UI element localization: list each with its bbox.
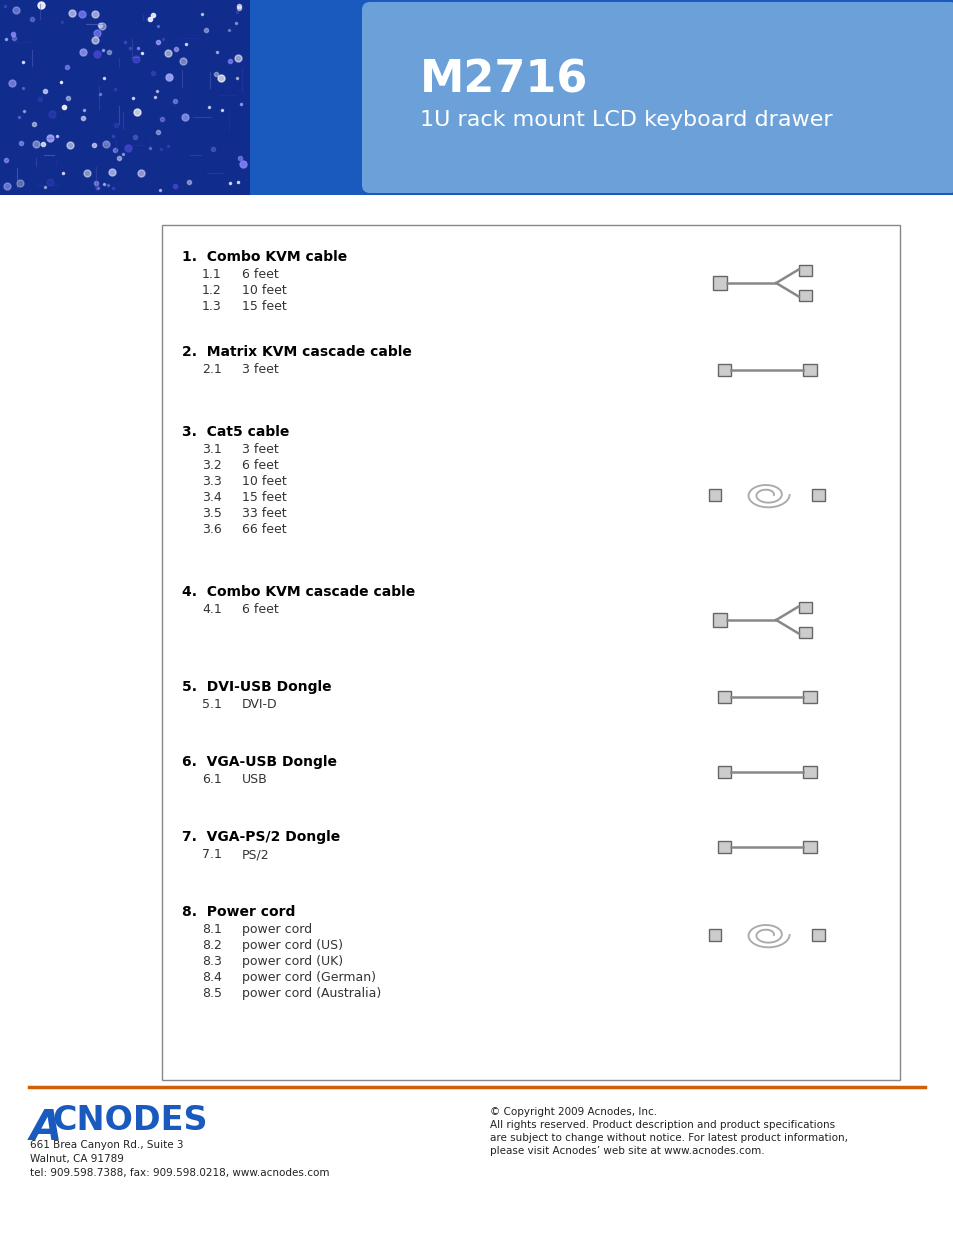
Text: 3.3: 3.3 xyxy=(202,475,221,488)
Text: 1.2: 1.2 xyxy=(202,284,221,296)
Text: PS/2: PS/2 xyxy=(242,848,270,861)
Bar xyxy=(717,690,730,703)
Bar xyxy=(713,613,726,627)
Text: 66 feet: 66 feet xyxy=(242,522,286,536)
Text: power cord (Australia): power cord (Australia) xyxy=(242,987,381,1000)
Text: 2.1: 2.1 xyxy=(202,363,221,375)
Text: 10 feet: 10 feet xyxy=(242,475,287,488)
Text: 6 feet: 6 feet xyxy=(242,459,278,472)
Text: USB: USB xyxy=(242,773,268,785)
Text: 3.4: 3.4 xyxy=(202,492,221,504)
Bar xyxy=(713,275,726,290)
Text: All rights reserved. Product description and product specifications: All rights reserved. Product description… xyxy=(490,1120,834,1130)
Text: 1U rack mount LCD keyboard drawer: 1U rack mount LCD keyboard drawer xyxy=(419,110,832,130)
Text: 6.  VGA-USB Dongle: 6. VGA-USB Dongle xyxy=(182,755,336,769)
Text: 8.  Power cord: 8. Power cord xyxy=(182,905,295,919)
Text: 1.1: 1.1 xyxy=(202,268,221,282)
Bar xyxy=(717,841,730,853)
Text: 33 feet: 33 feet xyxy=(242,508,286,520)
Text: 7.1: 7.1 xyxy=(202,848,222,861)
Text: 6 feet: 6 feet xyxy=(242,268,278,282)
Text: 5.1: 5.1 xyxy=(202,698,222,711)
Bar xyxy=(798,266,811,275)
Text: power cord (US): power cord (US) xyxy=(242,939,343,952)
Text: 3.1: 3.1 xyxy=(202,443,221,456)
Text: 15 feet: 15 feet xyxy=(242,492,287,504)
Bar xyxy=(802,766,816,778)
Bar xyxy=(802,363,816,377)
Bar xyxy=(798,601,811,613)
Bar xyxy=(708,489,720,501)
Bar xyxy=(811,489,824,501)
Text: 15 feet: 15 feet xyxy=(242,300,287,312)
Text: 3.5: 3.5 xyxy=(202,508,222,520)
Text: 8.1: 8.1 xyxy=(202,923,222,936)
Bar xyxy=(802,841,816,853)
Text: 4.  Combo KVM cascade cable: 4. Combo KVM cascade cable xyxy=(182,585,415,599)
Text: 8.3: 8.3 xyxy=(202,955,222,968)
Text: 3.2: 3.2 xyxy=(202,459,221,472)
Bar xyxy=(802,690,816,703)
FancyBboxPatch shape xyxy=(162,225,899,1079)
Text: 10 feet: 10 feet xyxy=(242,284,287,296)
Text: please visit Acnodes’ web site at www.acnodes.com.: please visit Acnodes’ web site at www.ac… xyxy=(490,1146,763,1156)
Text: 6.1: 6.1 xyxy=(202,773,221,785)
Text: 8.5: 8.5 xyxy=(202,987,222,1000)
Text: 7.  VGA-PS/2 Dongle: 7. VGA-PS/2 Dongle xyxy=(182,830,340,844)
Text: tel: 909.598.7388, fax: 909.598.0218, www.acnodes.com: tel: 909.598.7388, fax: 909.598.0218, ww… xyxy=(30,1168,329,1178)
Text: 661 Brea Canyon Rd., Suite 3: 661 Brea Canyon Rd., Suite 3 xyxy=(30,1140,183,1150)
Text: DVI-D: DVI-D xyxy=(242,698,277,711)
Text: 3 feet: 3 feet xyxy=(242,443,278,456)
Bar xyxy=(0,0,250,195)
Text: A: A xyxy=(30,1107,62,1149)
Text: 1.3: 1.3 xyxy=(202,300,221,312)
Text: 3.  Cat5 cable: 3. Cat5 cable xyxy=(182,425,289,438)
Text: 8.2: 8.2 xyxy=(202,939,222,952)
Bar xyxy=(717,766,730,778)
FancyBboxPatch shape xyxy=(0,0,953,195)
Text: CNODES: CNODES xyxy=(52,1104,208,1137)
Text: are subject to change without notice. For latest product information,: are subject to change without notice. Fo… xyxy=(490,1132,847,1144)
Text: 8.4: 8.4 xyxy=(202,971,222,984)
Text: 6 feet: 6 feet xyxy=(242,603,278,616)
Text: 2.  Matrix KVM cascade cable: 2. Matrix KVM cascade cable xyxy=(182,345,412,359)
FancyBboxPatch shape xyxy=(361,2,953,193)
Bar xyxy=(811,929,824,941)
Text: © Copyright 2009 Acnodes, Inc.: © Copyright 2009 Acnodes, Inc. xyxy=(490,1107,657,1116)
Text: 5.  DVI-USB Dongle: 5. DVI-USB Dongle xyxy=(182,680,332,694)
Text: M2716: M2716 xyxy=(419,58,588,101)
Text: power cord: power cord xyxy=(242,923,312,936)
Text: power cord (UK): power cord (UK) xyxy=(242,955,343,968)
Bar xyxy=(717,363,730,377)
Text: 3 feet: 3 feet xyxy=(242,363,278,375)
Bar xyxy=(798,627,811,638)
Bar xyxy=(708,929,720,941)
Text: Walnut, CA 91789: Walnut, CA 91789 xyxy=(30,1153,124,1165)
Text: 4.1: 4.1 xyxy=(202,603,221,616)
Text: 1.  Combo KVM cable: 1. Combo KVM cable xyxy=(182,249,347,264)
Text: 3.6: 3.6 xyxy=(202,522,221,536)
Text: power cord (German): power cord (German) xyxy=(242,971,375,984)
Bar xyxy=(798,290,811,301)
